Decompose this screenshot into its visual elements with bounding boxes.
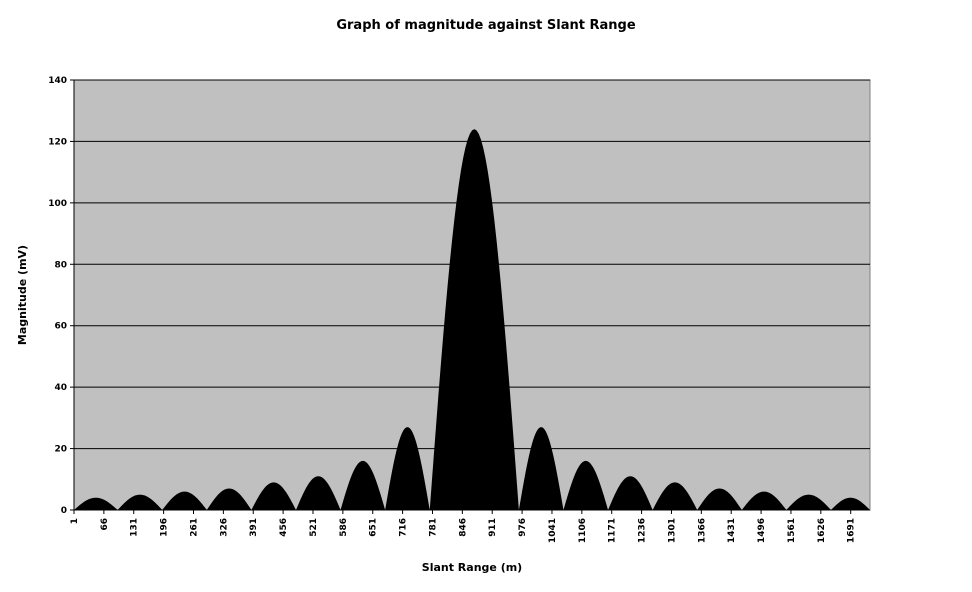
x-tick-label: 1 (70, 518, 80, 524)
x-tick-label: 1041 (548, 518, 558, 543)
x-tick-label: 261 (189, 518, 199, 537)
x-tick-label: 1691 (847, 518, 857, 543)
x-axis-ticks: 1 66 131 196 261 326 391 456 521 586 651 716 781 846 9… (70, 510, 857, 543)
x-tick-label: 846 (458, 518, 468, 537)
x-tick-label: 586 (339, 518, 349, 537)
x-tick-label: 1106 (578, 518, 588, 543)
y-tick-label: 80 (54, 260, 67, 270)
y-tick-label: 20 (54, 445, 67, 455)
y-axis-title: Magnitude (mV) (16, 245, 29, 345)
y-axis-ticks: 0 20 40 60 80 100 120 140 (48, 76, 74, 516)
x-tick-label: 1366 (697, 518, 707, 543)
x-tick-label: 1171 (608, 518, 618, 543)
x-tick-label: 521 (309, 518, 319, 537)
y-tick-label: 60 (54, 322, 67, 332)
x-tick-label: 781 (428, 518, 438, 537)
x-tick-label: 1431 (727, 518, 737, 543)
x-tick-label: 66 (100, 518, 110, 531)
x-tick-label: 456 (279, 518, 289, 537)
x-tick-label: 1561 (787, 518, 797, 543)
y-tick-label: 100 (48, 199, 67, 209)
x-tick-label: 911 (488, 518, 498, 537)
chart-title: Graph of magnitude against Slant Range (336, 18, 636, 33)
x-tick-label: 391 (249, 518, 259, 537)
y-tick-label: 140 (48, 76, 67, 86)
x-tick-label: 1301 (667, 518, 677, 543)
x-tick-label: 1626 (817, 518, 827, 543)
axes (73, 80, 870, 511)
x-tick-label: 196 (160, 518, 170, 537)
x-tick-label: 131 (130, 518, 140, 537)
x-axis-title: Slant Range (m) (422, 561, 522, 574)
y-tick-label: 40 (54, 383, 67, 393)
x-tick-label: 326 (219, 518, 229, 537)
x-tick-label: 976 (518, 518, 528, 537)
magnitude-area-series (74, 129, 870, 510)
y-tick-label: 120 (48, 137, 67, 147)
x-tick-label: 716 (399, 518, 409, 537)
x-tick-label: 651 (369, 518, 379, 537)
x-tick-label: 1496 (757, 518, 767, 543)
x-tick-label: 1236 (638, 518, 648, 543)
y-tick-label: 0 (61, 506, 67, 516)
